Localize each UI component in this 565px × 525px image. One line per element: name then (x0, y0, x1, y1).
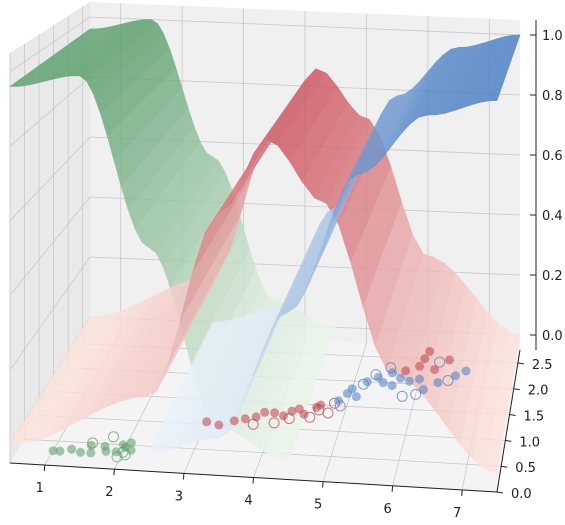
data-point (445, 355, 454, 365)
data-point (420, 354, 430, 364)
x-tick-label: 5 (314, 498, 322, 513)
x-tick-label: 1 (36, 481, 44, 496)
data-point-open (334, 400, 346, 412)
data-point (351, 392, 361, 402)
y-tick-label: 1.0 (519, 435, 540, 450)
data-point (299, 409, 309, 419)
data-point (387, 381, 397, 391)
data-point-open (119, 449, 131, 461)
y-tick-label: 0.5 (515, 461, 536, 476)
y-tick-mark (513, 388, 520, 391)
y-tick-label: 0.0 (511, 487, 532, 502)
data-point-open (410, 388, 422, 400)
data-point-open (108, 431, 119, 443)
y-tick-label: 1.5 (524, 410, 545, 425)
y-tick-label: 2.0 (528, 384, 549, 399)
data-point-open (442, 375, 454, 386)
data-point (433, 378, 443, 388)
x-tick-label: 6 (383, 502, 391, 517)
x-tick-mark (43, 465, 46, 472)
z-tick-label: 0.8 (542, 89, 563, 104)
x-tick-label: 4 (244, 494, 252, 509)
data-point (86, 448, 96, 458)
data-point (270, 408, 280, 418)
x-tick-mark (391, 485, 394, 492)
data-point (401, 366, 411, 376)
data-point-open (322, 407, 334, 419)
surface-strip (280, 326, 337, 462)
z-tick-label: 0.4 (542, 209, 563, 224)
x-tick-label: 7 (453, 506, 461, 521)
data-point (67, 444, 77, 454)
x-tick-mark (182, 473, 185, 480)
data-point (76, 447, 85, 457)
data-point-open (268, 417, 280, 429)
z-tick-label: 0.2 (542, 269, 563, 284)
side-pane (10, 2, 90, 463)
gridline-z (9, 16, 521, 72)
y-tick-mark (496, 491, 504, 494)
y-axis-line (496, 349, 521, 493)
data-point-open (117, 446, 129, 458)
data-point (378, 378, 388, 388)
tick-labels: 1 2 3 4 5 6 7 0.0 0.5 1.0 1.5 2.0 2.5 0.0 0.2 0.4 0.6 0.8… (36, 29, 563, 521)
y-tick-mark (501, 465, 508, 468)
data-point (101, 446, 111, 456)
data-point-open (396, 390, 408, 402)
data-point-open (87, 437, 99, 449)
x-tick-mark (322, 481, 324, 488)
surface-strip (484, 331, 521, 474)
data-point (415, 374, 424, 384)
z-tick-label: 0.6 (542, 149, 563, 164)
data-point-open (370, 369, 382, 381)
surface-3 (148, 34, 521, 453)
data-point (240, 414, 250, 424)
z-tick-label: 0.0 (542, 329, 563, 344)
x-tick-mark (113, 469, 115, 476)
data-point (214, 420, 224, 430)
data-point (55, 446, 65, 456)
data-point-open (247, 418, 259, 430)
data-point (229, 416, 239, 426)
surface-2 (9, 68, 521, 474)
data-point-open (385, 362, 397, 374)
data-point (48, 446, 58, 456)
surface-strip (487, 34, 521, 102)
z-tick-label: 1.0 (542, 29, 563, 44)
x-tick-mark (252, 477, 254, 484)
data-point (347, 384, 357, 394)
data-point-open (283, 413, 295, 425)
y-tick-mark (505, 439, 512, 442)
data-point (404, 376, 414, 386)
surfaces (9, 19, 521, 474)
x-tick-label: 3 (175, 489, 183, 504)
data-point (425, 346, 435, 356)
data-point-open (357, 378, 369, 390)
scatter-points (48, 346, 471, 463)
data-point (396, 373, 405, 383)
data-point (279, 411, 288, 421)
data-point-open (434, 356, 446, 368)
data-point (418, 385, 428, 395)
x-tick-label: 2 (105, 485, 113, 500)
y-tick-mark (517, 362, 524, 365)
data-point (451, 371, 460, 381)
x-tick-mark (461, 489, 463, 496)
data-point (202, 417, 212, 427)
data-point (126, 445, 136, 455)
data-point (260, 407, 270, 417)
data-point (461, 366, 471, 376)
data-point (430, 365, 440, 375)
data-point (415, 361, 425, 371)
data-point (126, 438, 136, 448)
y-tick-label: 2.5 (532, 358, 553, 373)
y-tick-mark (509, 414, 516, 416)
data-point-open (304, 411, 316, 423)
